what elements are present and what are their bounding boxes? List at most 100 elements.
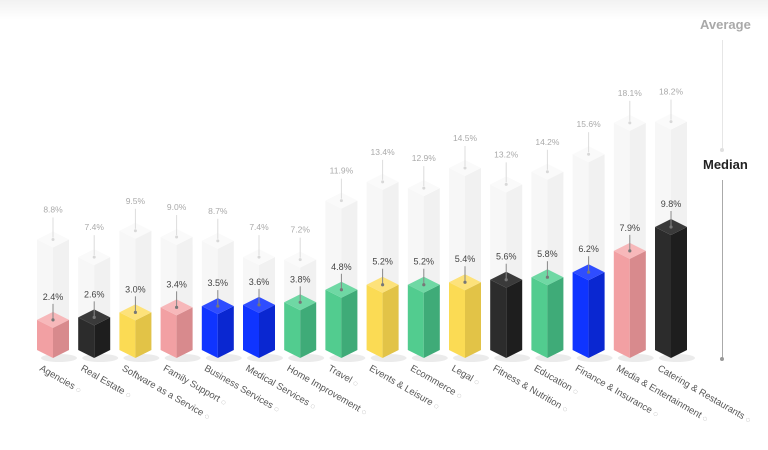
- median-dot: [545, 275, 550, 279]
- median-value-label: 5.6%: [496, 252, 517, 262]
- average-value-label: 14.5%: [453, 133, 478, 143]
- median-value-label: 4.8%: [331, 262, 352, 272]
- median-value-label: 3.5%: [208, 278, 229, 288]
- median-value-label: 6.2%: [578, 244, 599, 254]
- average-dot: [381, 180, 385, 184]
- bar-group: 18.2%9.8%Catering & Restaurants ◌: [655, 87, 753, 426]
- median-bar-side: [629, 250, 646, 358]
- bar-shadow: [329, 354, 366, 362]
- median-bar-side: [341, 289, 358, 358]
- bar-shadow: [535, 354, 572, 362]
- category-label: Agencies ◌: [38, 363, 84, 396]
- median-value-label: 5.8%: [537, 249, 558, 259]
- median-bar-side: [259, 304, 275, 358]
- legend-median-label: Median: [703, 157, 748, 172]
- average-dot: [463, 166, 467, 170]
- average-dot: [628, 121, 632, 125]
- average-value-label: 7.2%: [291, 225, 311, 235]
- chef-icon: ◌: [744, 415, 753, 425]
- bar-shadow: [617, 354, 654, 362]
- median-dot: [587, 270, 591, 274]
- median-bar-front: [531, 277, 548, 358]
- median-value-label: 3.4%: [166, 279, 187, 289]
- average-dot: [669, 120, 673, 124]
- average-dot: [92, 255, 96, 259]
- average-dot: [422, 186, 426, 190]
- median-value-label: 2.4%: [43, 292, 64, 302]
- median-dot: [504, 278, 508, 282]
- category-label: Legal ◌: [450, 363, 482, 388]
- median-value-label: 5.4%: [455, 254, 476, 264]
- median-value-label: 9.8%: [661, 199, 682, 209]
- bar-shadow: [370, 354, 407, 362]
- median-bar-front: [325, 289, 342, 358]
- coin-icon: ◌: [651, 409, 660, 419]
- bar-shadow: [205, 354, 242, 362]
- average-value-label: 9.5%: [126, 196, 146, 206]
- median-bar-side: [465, 282, 481, 358]
- median-dot: [92, 315, 96, 319]
- plane-icon: ◌: [351, 378, 360, 388]
- megaphone-icon: ◌: [74, 385, 83, 395]
- median-bar-side: [135, 312, 152, 358]
- median-dot: [381, 283, 385, 287]
- median-value-label: 2.6%: [84, 289, 105, 299]
- legend-average-line: [722, 40, 723, 150]
- bar-shadow: [453, 354, 489, 362]
- average-value-label: 7.4%: [85, 222, 105, 232]
- average-dot: [175, 235, 179, 239]
- median-bar-side: [94, 317, 111, 358]
- median-dot: [422, 283, 426, 287]
- category-label: Travel ◌: [326, 363, 361, 389]
- median-value-label: 3.0%: [125, 284, 146, 294]
- median-bar-side: [217, 306, 234, 358]
- average-value-label: 12.9%: [412, 153, 437, 163]
- median-dot: [628, 249, 632, 253]
- bar-shadow: [247, 354, 283, 362]
- category-label: Business Services ◌: [202, 363, 281, 415]
- category-label: Fitness & Nutrition ◌: [491, 363, 570, 415]
- median-bar-side: [53, 319, 69, 358]
- median-dot: [298, 300, 302, 304]
- average-value-label: 18.2%: [659, 87, 684, 97]
- average-dot: [216, 239, 220, 243]
- median-dot: [51, 318, 55, 322]
- median-bar-front: [613, 250, 630, 358]
- average-dot: [51, 238, 55, 242]
- median-dot: [669, 225, 673, 229]
- average-value-label: 9.0%: [167, 202, 187, 212]
- bar-group: 11.9% 4.8% Travel ◌: [325, 166, 361, 389]
- average-value-label: 8.8%: [43, 205, 63, 215]
- average-dot: [504, 182, 508, 186]
- bar-group: 14.5% 5.4% Legal ◌: [449, 133, 482, 388]
- play-icon: ◌: [701, 414, 710, 424]
- median-dot: [463, 280, 467, 284]
- average-dot: [133, 229, 137, 233]
- average-value-label: 18.1%: [618, 88, 643, 98]
- legend-median-dot: [720, 357, 724, 361]
- median-bar-front: [78, 317, 95, 358]
- median-bar-front: [201, 306, 218, 358]
- median-dot: [339, 288, 343, 292]
- briefcase-icon: ◌: [272, 404, 281, 414]
- median-bar-side: [588, 272, 605, 358]
- median-dot: [133, 310, 137, 314]
- median-value-label: 5.2%: [372, 257, 393, 267]
- average-dot: [339, 199, 343, 203]
- house-icon: ◌: [124, 390, 133, 400]
- median-value-label: 3.8%: [290, 274, 311, 284]
- average-dot: [298, 258, 302, 262]
- average-dot: [587, 152, 591, 156]
- bar-shadow: [576, 354, 613, 362]
- legend-median-line: [722, 180, 723, 360]
- average-value-label: 8.7%: [208, 206, 228, 216]
- average-value-label: 11.9%: [330, 166, 354, 176]
- eye-icon: ◌: [308, 401, 317, 411]
- calendar-icon: ◌: [432, 401, 441, 411]
- median-bar-side: [423, 284, 440, 358]
- median-bar-front: [119, 312, 136, 358]
- bar-group: 14.2%5.8%Education ◌: [531, 137, 581, 398]
- average-dot: [257, 255, 261, 259]
- median-bar-front: [655, 227, 671, 358]
